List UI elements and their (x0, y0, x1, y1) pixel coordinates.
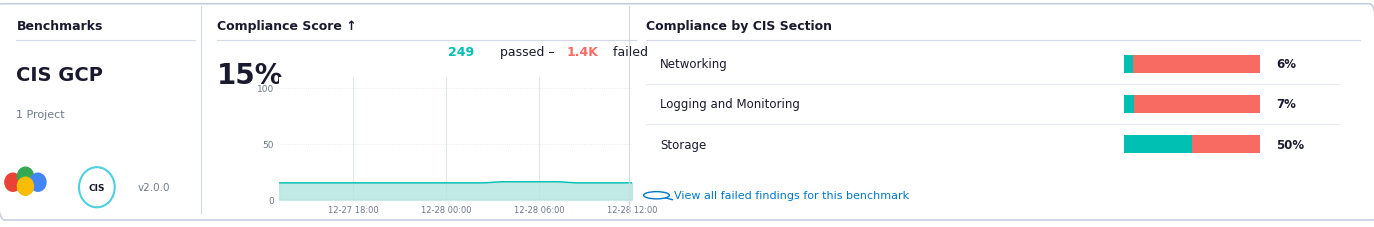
Text: Networking: Networking (660, 58, 728, 71)
Text: 1.4K: 1.4K (567, 46, 599, 59)
Text: Compliance Score ↑: Compliance Score ↑ (217, 20, 357, 32)
Text: 7%: 7% (1276, 98, 1296, 111)
Bar (1124, 56, 1260, 74)
Text: passed –: passed – (496, 46, 558, 59)
Circle shape (30, 173, 45, 191)
Bar (1124, 136, 1260, 153)
Circle shape (18, 178, 33, 195)
Text: Storage: Storage (660, 138, 706, 151)
Text: Benchmarks: Benchmarks (16, 20, 103, 32)
Text: CIS: CIS (88, 183, 106, 192)
Text: 50%: 50% (1276, 138, 1304, 151)
Text: 249: 249 (448, 46, 474, 59)
Circle shape (18, 168, 33, 185)
Bar (1124, 96, 1134, 114)
Text: 6%: 6% (1276, 58, 1296, 71)
Text: View all failed findings for this benchmark: View all failed findings for this benchm… (675, 190, 910, 200)
Text: 15%: 15% (217, 62, 283, 89)
Text: Compliance by CIS Section: Compliance by CIS Section (646, 20, 831, 32)
Text: failed: failed (609, 46, 649, 59)
Text: ☁: ☁ (11, 168, 40, 195)
Circle shape (5, 173, 21, 191)
Text: CIS GCP: CIS GCP (16, 66, 103, 84)
Bar (1124, 96, 1260, 114)
Text: v2.0.0: v2.0.0 (137, 183, 170, 192)
Bar (1124, 136, 1193, 153)
Text: 1 Project: 1 Project (16, 109, 65, 119)
Text: Logging and Monitoring: Logging and Monitoring (660, 98, 800, 111)
Bar (1124, 56, 1132, 74)
